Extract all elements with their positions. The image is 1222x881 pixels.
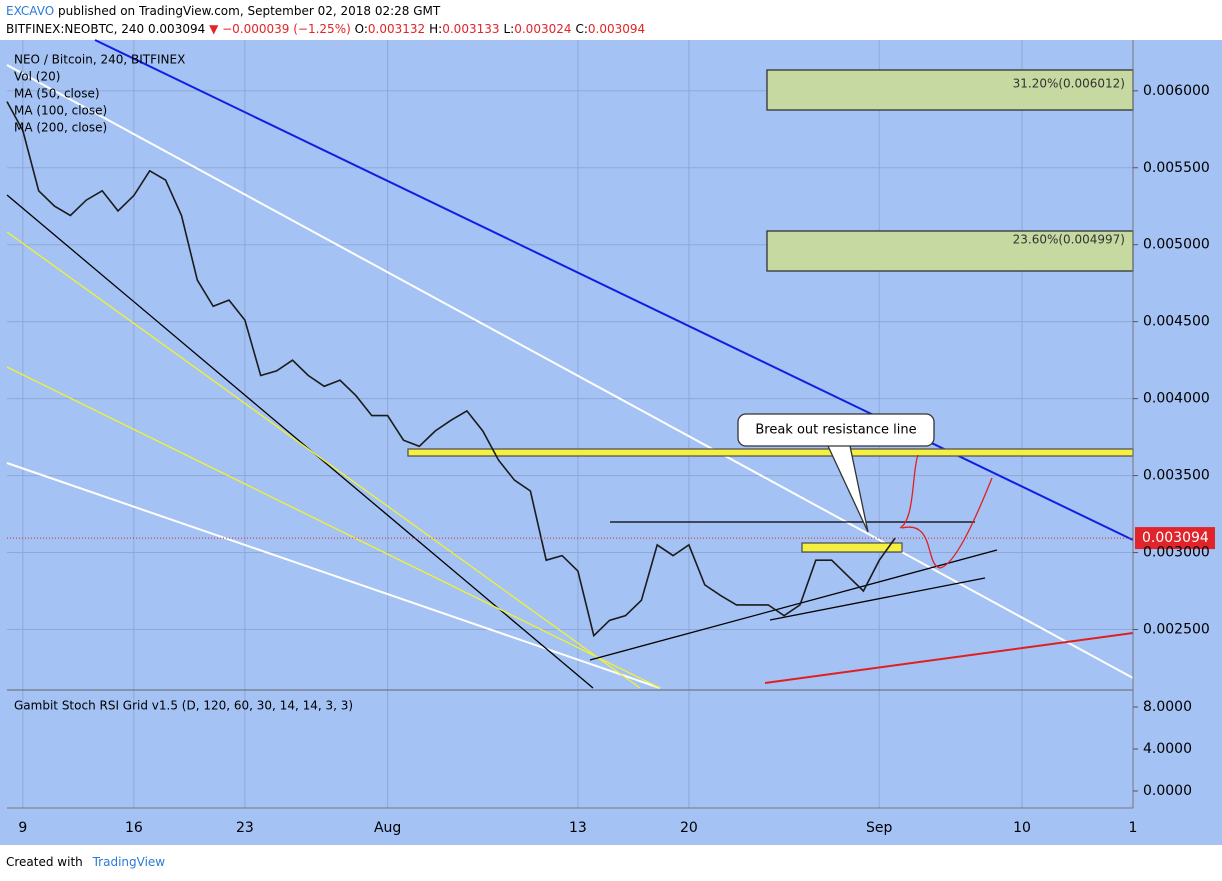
footer: Created with TradingView bbox=[6, 855, 165, 869]
y-tick-label: 0.004500 bbox=[1143, 314, 1210, 330]
ohlc-value: 0.003133 bbox=[442, 22, 500, 36]
author[interactable]: EXCAVO bbox=[6, 4, 55, 18]
y-tick-label: 0.004000 bbox=[1143, 391, 1210, 407]
trend-line bbox=[6, 194, 594, 689]
ohlc-label: L: bbox=[503, 22, 515, 36]
last-price-tag bbox=[1135, 527, 1215, 550]
symbol-line: BITFINEX:NEOBTC, 240 0.003094 ▼ −0.00003… bbox=[6, 22, 649, 36]
study-label: MA (200, close) bbox=[14, 121, 107, 135]
ohlc: O:0.003132 H:0.003133 L:0.003024 C:0.003094 bbox=[355, 22, 650, 36]
trend-line bbox=[94, 39, 1134, 541]
drawings bbox=[6, 39, 1134, 689]
trend-line bbox=[6, 64, 1134, 679]
y-tick-label: 0.002500 bbox=[1143, 622, 1210, 638]
y-tick-label: 0.005500 bbox=[1143, 160, 1210, 176]
y-tick-label: 0.003500 bbox=[1143, 468, 1210, 484]
fib-label: 31.20%(0.006012) bbox=[1013, 77, 1125, 91]
trend-line bbox=[6, 231, 641, 689]
ohlc-label: H: bbox=[429, 22, 443, 36]
study-label: MA (50, close) bbox=[14, 87, 100, 101]
last-price-label: 0.003094 bbox=[1142, 530, 1209, 546]
trend-line bbox=[764, 632, 1134, 684]
trend-line bbox=[769, 577, 986, 621]
chart-title: NEO / Bitcoin, 240, BITFINEX bbox=[14, 53, 185, 67]
last: 0.003094 bbox=[147, 22, 206, 36]
y-tick-label: 0.003000 bbox=[1143, 545, 1210, 561]
ohlc-label: C: bbox=[575, 22, 588, 36]
x-tick-label: 20 bbox=[680, 820, 698, 836]
study-label: MA (100, close) bbox=[14, 104, 107, 118]
created: Created with bbox=[6, 855, 83, 869]
fib-label: 23.60%(0.004997) bbox=[1013, 233, 1125, 247]
x-tick-label: Sep bbox=[866, 820, 893, 836]
x-tick-label: 13 bbox=[569, 820, 587, 836]
trend-line bbox=[6, 366, 661, 689]
study-label: Vol (20) bbox=[14, 70, 60, 84]
symbol: BITFINEX:NEOBTC, 240 bbox=[6, 22, 145, 36]
x-tick-label: 9 bbox=[18, 820, 27, 836]
trend-line bbox=[589, 549, 998, 661]
ohlc-label: O: bbox=[354, 22, 368, 36]
y-tick-label: 0.0000 bbox=[1143, 783, 1192, 799]
publish-line: EXCAVO published on TradingView.com, Sep… bbox=[6, 4, 440, 18]
ohlc-value: 0.003132 bbox=[367, 22, 426, 36]
chart: Break out resistance line 31.20%(0.00601… bbox=[0, 39, 1222, 845]
y-tick-label: 0.005000 bbox=[1143, 237, 1210, 253]
background bbox=[0, 40, 1222, 845]
trend-line bbox=[6, 462, 661, 689]
zone bbox=[407, 448, 1134, 457]
published: published on TradingView.com, September … bbox=[58, 4, 441, 18]
forecast bbox=[899, 454, 993, 569]
ohlc-value: 0.003024 bbox=[514, 22, 572, 36]
y-tick-label: 0.006000 bbox=[1143, 83, 1210, 99]
x-tick-label: 23 bbox=[236, 820, 254, 836]
fib-box bbox=[766, 230, 1134, 272]
marks: 0.003094 bbox=[6, 101, 1215, 638]
indicator-title: Gambit Stoch RSI Grid v1.5 (D, 120, 60, … bbox=[14, 699, 353, 713]
x-tick-label: 1 bbox=[1129, 820, 1138, 836]
price-line bbox=[6, 101, 896, 638]
fib-box bbox=[766, 69, 1134, 111]
brand[interactable]: TradingView bbox=[92, 855, 166, 869]
callout-text: Break out resistance line bbox=[755, 423, 916, 438]
x-tick-label: 10 bbox=[1013, 820, 1031, 836]
y-tick-label: 4.0000 bbox=[1143, 741, 1192, 757]
x-tick-label: 16 bbox=[125, 820, 143, 836]
ohlc-value: 0.003094 bbox=[587, 22, 646, 36]
x-tick-label: Aug bbox=[374, 820, 401, 836]
change: ▼ −0.000039 (−1.25%) bbox=[209, 22, 351, 36]
callout-tail bbox=[827, 445, 869, 533]
y-tick-label: 8.0000 bbox=[1143, 699, 1192, 715]
zone bbox=[801, 542, 903, 553]
callout bbox=[737, 413, 935, 447]
